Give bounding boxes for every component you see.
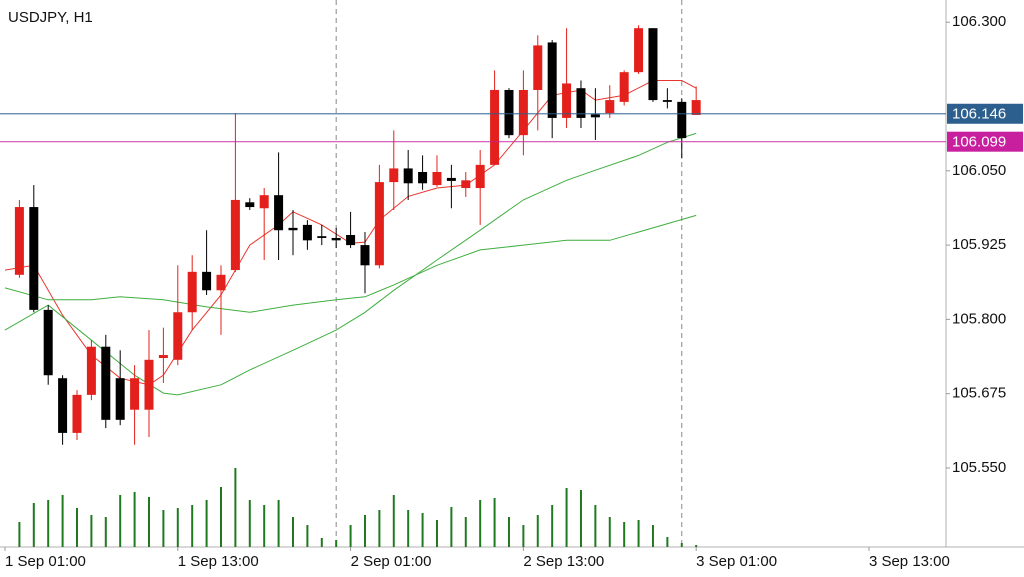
plot-area [0,0,946,547]
candle-body [648,28,658,101]
candle-body [691,100,701,115]
candle-body [187,271,197,313]
candle-body [274,195,284,231]
candle-body [72,394,82,433]
candle-body [562,83,572,118]
candle-body [173,312,183,360]
candle-body [86,346,96,395]
candle-body [590,114,600,118]
candle-body [662,100,672,102]
bid-label: 106.146 [952,106,1006,123]
moving-average [4,214,697,313]
y-tick-label: 105.925 [952,236,1006,253]
candle-body [331,237,341,241]
candle-body [216,274,226,291]
candle-body [533,45,543,90]
candle-body [58,378,68,433]
candle-body [418,171,428,184]
candle-body [317,236,327,238]
candle-body [504,89,514,136]
candle-body [101,346,111,420]
x-tick-label: 3 Sep 01:00 [696,553,777,570]
candle-body [547,42,557,118]
candle-body [518,89,528,136]
candle-body [288,227,298,231]
moving-average [4,132,697,396]
candle-body [259,195,269,209]
candle-body [130,378,140,410]
candle-body [475,164,485,189]
candle-body [158,355,168,359]
candle-body [29,207,39,310]
candle-body [245,202,255,208]
candle-body [446,177,456,181]
candle-body [576,88,586,118]
candle-body [230,199,240,271]
candle-body [115,378,125,420]
chart-title: USDJPY, H1 [8,9,93,26]
candle-body [14,207,24,275]
x-tick-label: 1 Sep 13:00 [178,553,259,570]
x-tick-label: 2 Sep 01:00 [351,553,432,570]
x-tick-label: 1 Sep 01:00 [5,553,86,570]
candle-body [432,171,442,186]
y-tick-label: 105.800 [952,310,1006,327]
x-tick-label: 3 Sep 13:00 [869,553,950,570]
bid-label-box [947,103,1023,124]
ask-label: 106.099 [952,134,1006,151]
y-tick-label: 105.550 [952,459,1006,476]
candle-body [202,271,212,291]
candle-body [346,234,356,246]
candle-body [144,359,154,410]
ask-label-box [947,131,1023,152]
candle-body [490,89,500,165]
candle-body [389,168,399,183]
candle-body [605,100,615,114]
candle-body [302,224,312,241]
x-tick-label: 2 Sep 13:00 [523,553,604,570]
candle-body [677,101,687,139]
y-tick-label: 106.050 [952,162,1006,179]
candle-body [634,28,644,73]
y-tick-label: 106.300 [952,13,1006,30]
candle-body [403,168,413,184]
candle-body [461,180,471,189]
candle-body [43,309,53,376]
y-tick-label: 105.675 [952,385,1006,402]
candle-body [374,182,384,266]
candle-body [619,72,629,102]
candle-body [360,245,370,266]
